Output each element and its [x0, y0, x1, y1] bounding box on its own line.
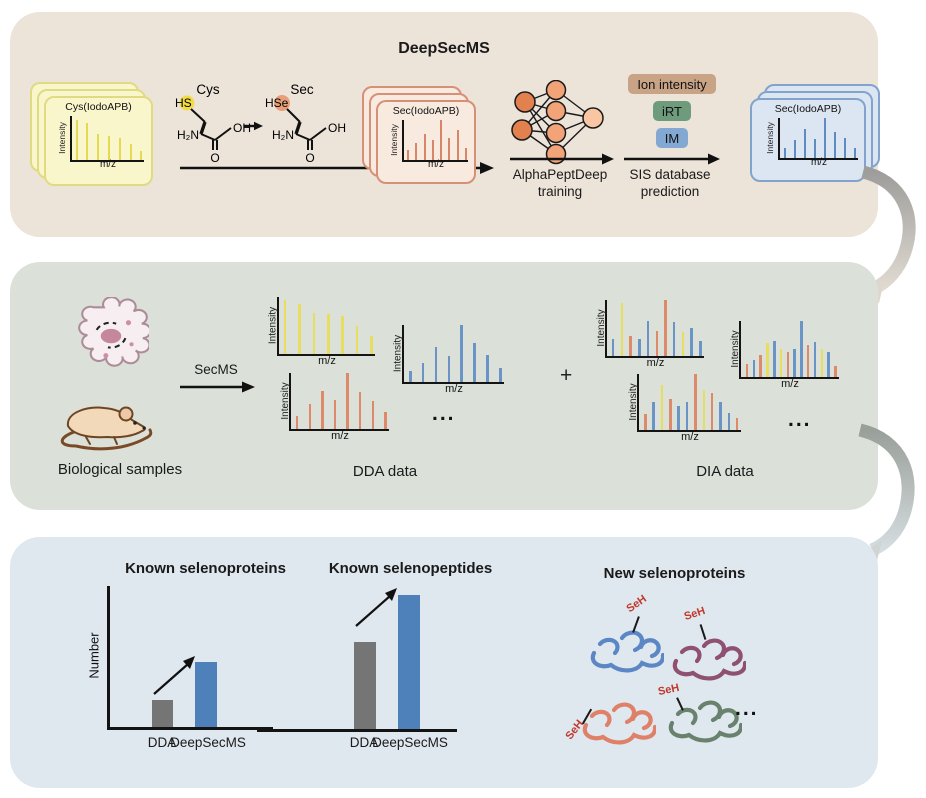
- svg-text:HSe: HSe: [265, 96, 289, 110]
- dia-data-label: DIA data: [696, 463, 754, 480]
- panel-title-deepsecms: DeepSecMS: [398, 40, 490, 57]
- ion-intensity-badge: Ion intensity: [628, 74, 716, 94]
- chart1-bar-deepsecms: [195, 662, 217, 727]
- chart1-ylabel: Number: [86, 632, 102, 679]
- irt-badge: iRT: [653, 101, 691, 121]
- dda-spectrum-orange: Intensity m/z: [280, 373, 389, 442]
- sec-spectrum-plot: Intensity m/z: [389, 120, 468, 170]
- svg-text:H₂N: H₂N: [177, 128, 199, 142]
- dia-ellipsis: ...: [788, 408, 812, 431]
- svg-text:Cys: Cys: [196, 84, 219, 97]
- training-arrow-icon: [510, 153, 614, 165]
- card-title: Sec(IodoAPB): [392, 105, 460, 117]
- dia-spectrum-1: Intensity m/z: [596, 300, 704, 369]
- x-axis-label: m/z: [99, 159, 117, 170]
- dda-spectrum-blue: Intensity m/z: [393, 325, 504, 395]
- increase-arrow-icon: [355, 588, 397, 627]
- chart2-title: Known selenopeptides: [328, 560, 493, 577]
- sec-spectrum-card: Sec(IodoAPB) Intensity m/z: [376, 100, 476, 184]
- cell-icon: [78, 297, 149, 367]
- svg-text:H₂N: H₂N: [272, 128, 294, 142]
- card-title: Sec(IodoAPB): [774, 103, 842, 115]
- protein-ribbon-icon: [668, 628, 746, 682]
- sec-structure: Sec HSe H₂N O OH: [265, 84, 346, 165]
- dda-ellipsis: ...: [432, 402, 456, 425]
- secms-arrow-icon: [180, 381, 255, 393]
- cys-to-sec-reaction: Cys HS H₂N O OH Sec HSe H₂N: [175, 84, 494, 174]
- mouse-icon: [60, 406, 153, 451]
- increase-arrow-icon: [153, 656, 195, 695]
- svg-text:Sec: Sec: [290, 84, 314, 97]
- chart2-x-axis: [257, 729, 457, 732]
- cys-structure: Cys HS H₂N O OH: [175, 84, 251, 165]
- chart1-bar-dda: [152, 700, 173, 727]
- dia-spectrum-2: Intensity m/z: [730, 321, 839, 390]
- card-title: Cys(IodoAPB): [65, 101, 132, 113]
- new-selenoproteins-title: New selenoproteins: [603, 565, 746, 582]
- prediction-badges: Ion intensity iRT IM: [622, 74, 722, 155]
- dda-spectrum-yellow: Intensity m/z: [268, 297, 375, 367]
- im-badge: IM: [655, 128, 689, 148]
- chart2-bar-deepsecms: [398, 595, 420, 729]
- cys-spectrum-card: Cys(IodoAPB) Intensity m/z: [44, 96, 153, 186]
- neural-network-icon: [511, 80, 604, 165]
- acquisition-panel: [10, 262, 878, 510]
- x-axis-label: m/z: [810, 157, 828, 168]
- predicted-spectrum-plot: Intensity m/z: [765, 118, 858, 168]
- svg-text:OH: OH: [328, 121, 346, 135]
- ribbons-ellipsis: ...: [735, 697, 759, 720]
- selenium-highlight: [274, 95, 290, 111]
- training-arrow-label: AlphaPeptDeep training: [512, 167, 608, 199]
- plus-separator: +: [560, 364, 573, 387]
- predicted-spectrum-card: Sec(IodoAPB) Intensity m/z: [750, 98, 866, 182]
- biological-samples-label: Biological samples: [57, 461, 183, 478]
- reaction-arrow-icon: [244, 121, 263, 131]
- prediction-arrow-label: SIS database prediction: [629, 167, 711, 199]
- chart1-label-dda: DDA: [147, 735, 177, 750]
- svg-text:HS: HS: [175, 96, 192, 110]
- protein-ribbon-icon: [578, 692, 656, 746]
- chart1-y-axis: [107, 586, 110, 730]
- chart1-x-axis: [107, 727, 273, 730]
- x-axis-label: m/z: [427, 159, 445, 170]
- chart1-title: Known selenoproteins: [125, 560, 286, 577]
- cys-spectrum-plot: Intensity m/z: [57, 116, 144, 170]
- secms-arrow-label: SecMS: [194, 362, 238, 377]
- svg-text:O: O: [305, 151, 314, 165]
- chart2-bar-dda: [354, 642, 376, 729]
- prediction-arrow-icon: [624, 153, 720, 165]
- svg-text:OH: OH: [233, 121, 251, 135]
- svg-text:O: O: [210, 151, 219, 165]
- dia-spectrum-3: Intensity m/z: [628, 374, 741, 443]
- protein-ribbon-icon: [586, 620, 664, 674]
- chart2-label-dda: DDA: [349, 735, 379, 750]
- chart2-label-deepsecms: DeepSecMS: [372, 735, 448, 750]
- dda-data-label: DDA data: [352, 463, 418, 480]
- sulfur-highlight: [179, 95, 195, 111]
- chart1-label-deepsecms: DeepSecMS: [170, 735, 246, 750]
